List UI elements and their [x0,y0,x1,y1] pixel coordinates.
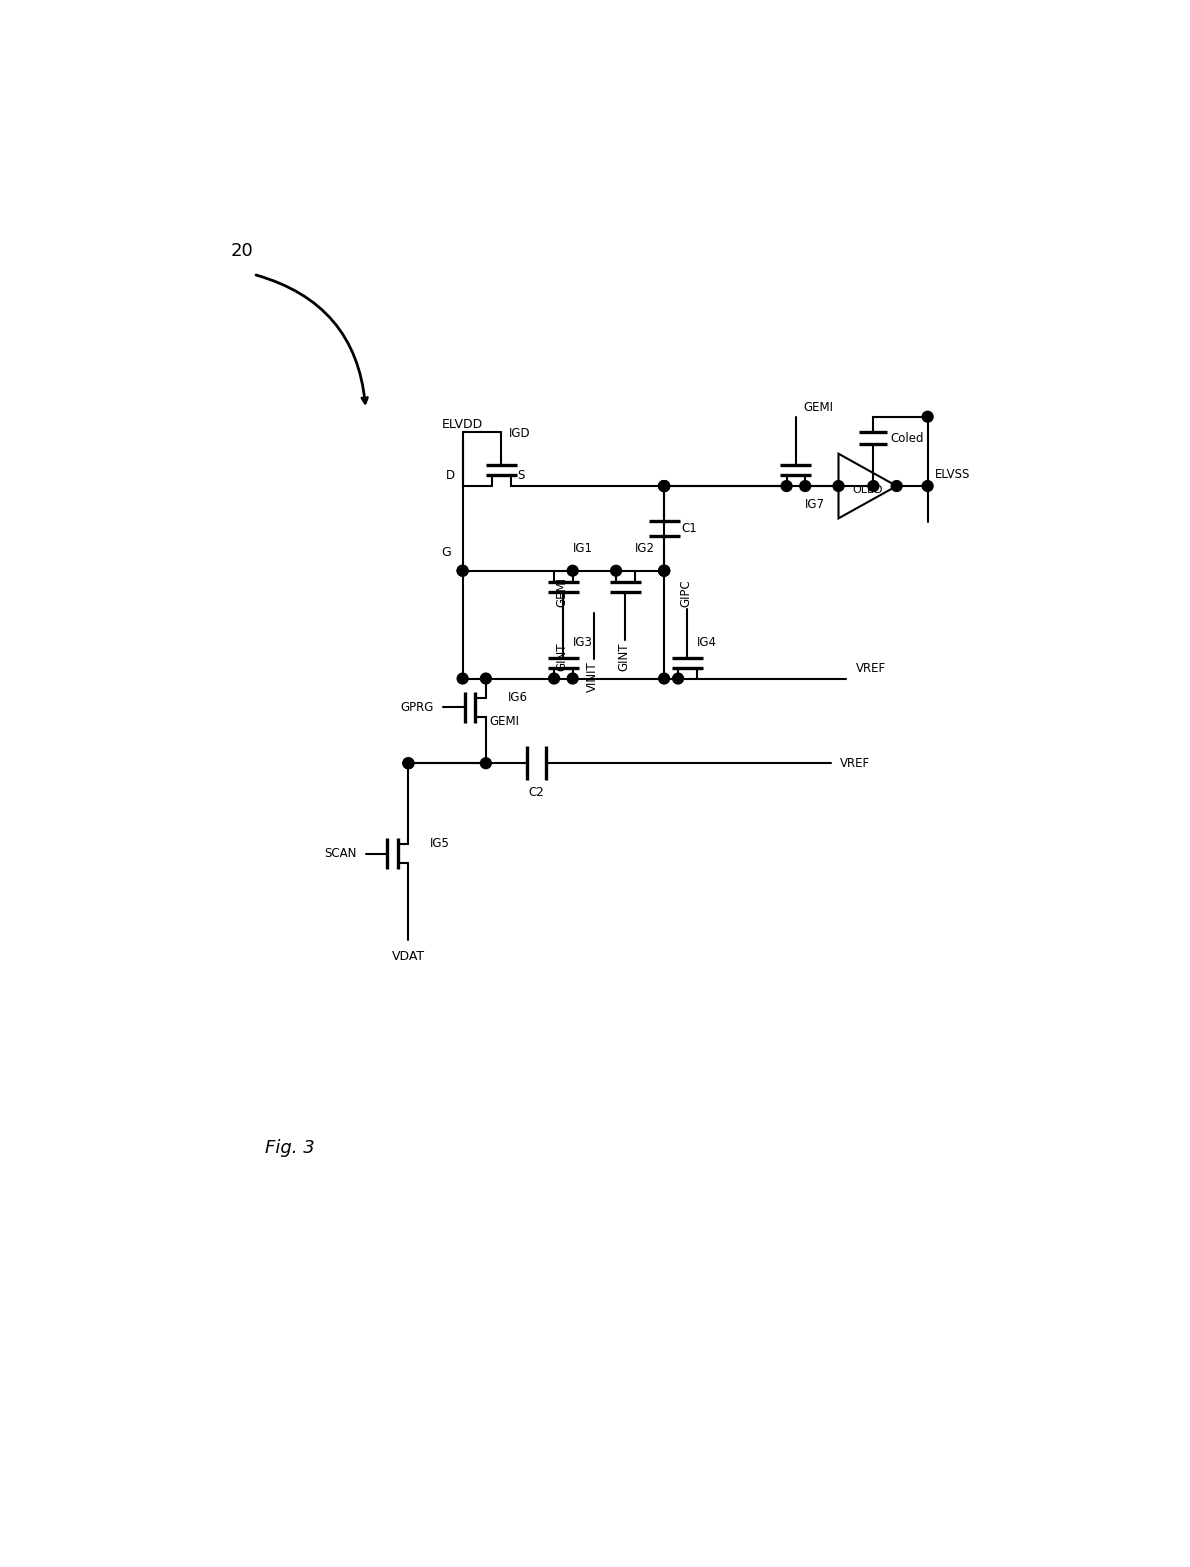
Text: 20: 20 [230,243,253,260]
Circle shape [457,566,468,577]
Text: IG2: IG2 [634,542,654,555]
Circle shape [457,566,468,577]
Circle shape [610,566,621,577]
Circle shape [659,566,670,577]
Text: IG4: IG4 [696,636,716,649]
Text: GEMI: GEMI [490,715,520,729]
Text: IG1: IG1 [572,542,593,555]
Text: IG6: IG6 [508,691,527,704]
Circle shape [659,481,670,492]
Text: IG7: IG7 [806,498,825,511]
Text: G: G [441,547,451,559]
Circle shape [403,758,414,769]
Text: Coled: Coled [890,432,923,445]
Circle shape [568,566,578,577]
Circle shape [659,481,670,492]
Circle shape [868,481,878,492]
Circle shape [481,674,491,683]
Circle shape [659,566,670,577]
Circle shape [549,674,559,683]
Circle shape [568,674,578,683]
Circle shape [659,566,670,577]
Circle shape [672,674,683,683]
Text: VREF: VREF [856,661,885,675]
Circle shape [403,758,414,769]
Text: IGD: IGD [509,426,531,440]
Text: SCAN: SCAN [324,848,357,860]
Text: GINT: GINT [556,642,569,671]
Circle shape [457,674,468,683]
Text: GEMI: GEMI [803,401,834,414]
Text: C1: C1 [681,522,697,534]
Text: GINT: GINT [618,642,631,671]
Circle shape [800,481,810,492]
Text: GEMI: GEMI [556,577,569,606]
Text: GPRG: GPRG [401,700,434,715]
Circle shape [659,481,670,492]
Circle shape [922,481,933,492]
Text: ELVSS: ELVSS [935,469,971,481]
Text: S: S [516,469,525,483]
Text: VREF: VREF [840,757,870,769]
Circle shape [922,412,933,422]
Text: C2: C2 [528,787,544,799]
Text: IG5: IG5 [430,837,450,849]
Circle shape [781,481,793,492]
Text: GIPC: GIPC [679,580,693,606]
Circle shape [659,674,670,683]
Text: OLED: OLED [852,484,883,495]
Text: D: D [446,469,455,483]
Text: IG3: IG3 [572,636,593,649]
Text: VINIT: VINIT [587,661,600,691]
Text: VDAT: VDAT [392,950,425,962]
Text: Fig. 3: Fig. 3 [265,1139,314,1158]
Circle shape [891,481,902,492]
Circle shape [481,758,491,769]
Circle shape [833,481,844,492]
Text: ELVDD: ELVDD [441,417,483,431]
